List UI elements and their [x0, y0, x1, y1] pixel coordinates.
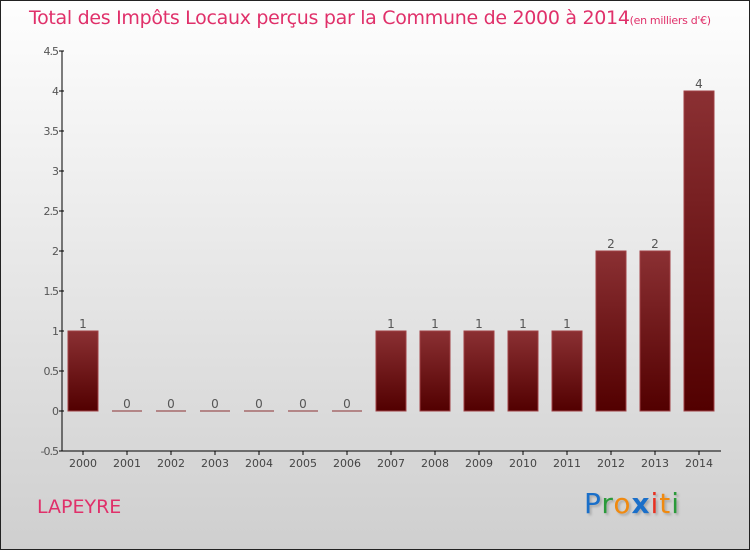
y-tick-label: 2.5 [44, 205, 59, 218]
data-label: 2 [651, 237, 659, 251]
commune-name: LAPEYRE [37, 496, 122, 518]
bar [375, 330, 407, 412]
y-tick-label: 0.5 [44, 365, 59, 378]
data-label: 1 [475, 317, 483, 331]
x-tick-label: 2012 [597, 457, 625, 470]
data-label: 2 [607, 237, 615, 251]
bar [67, 330, 99, 412]
y-tick-label: 2 [52, 245, 58, 258]
y-tick-label: 3 [52, 165, 59, 178]
data-label: 4 [695, 77, 703, 91]
x-tick-label: 2013 [641, 457, 669, 470]
y-tick-label: 1 [52, 325, 58, 338]
bar [639, 250, 671, 412]
data-label: 1 [563, 317, 571, 331]
y-tick-label: -0.5 [41, 445, 59, 458]
data-label: 0 [211, 397, 219, 411]
chart-title: Total des Impôts Locaux perçus par la Co… [29, 7, 711, 29]
x-tick-label: 2007 [377, 457, 405, 470]
bar [683, 90, 715, 412]
y-tick-label: 4.5 [44, 45, 59, 58]
data-label: 0 [123, 397, 131, 411]
y-tick-label: 0 [52, 405, 59, 418]
bar [463, 330, 495, 412]
x-tick-label: 2002 [157, 457, 185, 470]
data-label: 1 [387, 317, 395, 331]
y-tick-label: 1.5 [44, 285, 59, 298]
y-tick-label: 3.5 [44, 125, 59, 138]
bar [419, 330, 451, 412]
bar [595, 250, 627, 412]
data-label: 0 [299, 397, 307, 411]
bar [507, 330, 539, 412]
title-text: Total des Impôts Locaux perçus par la Co… [29, 7, 630, 29]
x-tick-label: 2008 [421, 457, 449, 470]
subtitle-text: (en milliers d'€) [629, 14, 711, 27]
y-tick-label: 4 [52, 85, 59, 98]
x-tick-label: 2011 [553, 457, 581, 470]
x-tick-label: 2001 [113, 457, 141, 470]
x-tick-label: 2010 [509, 457, 537, 470]
x-tick-label: 2014 [685, 457, 713, 470]
data-label: 0 [255, 397, 263, 411]
x-tick-label: 2000 [69, 457, 97, 470]
proxiti-logo[interactable]: Proxiti [584, 487, 681, 520]
x-tick-label: 2003 [201, 457, 229, 470]
data-label: 0 [167, 397, 175, 411]
data-label: 1 [431, 317, 439, 331]
data-label: 1 [519, 317, 527, 331]
x-tick-label: 2004 [245, 457, 273, 470]
bar [551, 330, 583, 412]
data-label: 0 [343, 397, 351, 411]
data-label: 1 [79, 317, 87, 331]
x-tick-label: 2006 [333, 457, 361, 470]
x-tick-label: 2009 [465, 457, 493, 470]
x-tick-label: 2005 [289, 457, 317, 470]
